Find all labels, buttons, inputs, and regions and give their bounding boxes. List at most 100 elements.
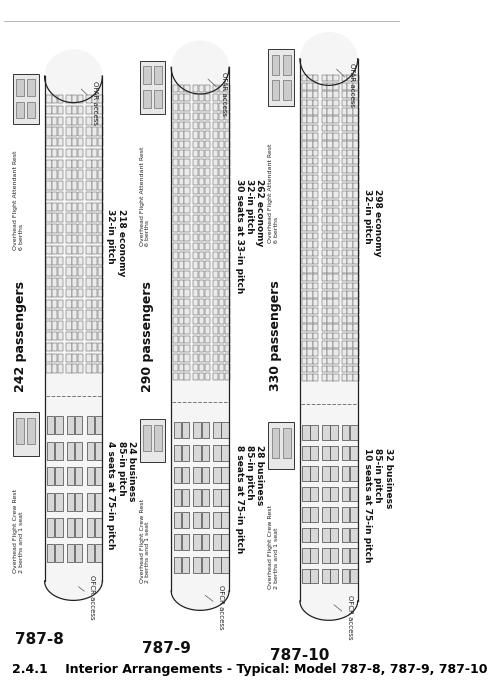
Bar [193, 85, 198, 92]
Bar [78, 289, 83, 298]
Bar [182, 422, 190, 439]
Text: Overhead Flight Attendant Rest
6 berths: Overhead Flight Attendant Rest 6 berths [140, 147, 150, 247]
Text: Overhead Flight Crew Rest
2 berths and 1 seat: Overhead Flight Crew Rest 2 berths and 1… [140, 498, 150, 583]
Bar [322, 425, 330, 440]
Bar [178, 243, 184, 250]
Bar [58, 300, 63, 308]
Bar [302, 225, 307, 231]
Bar [348, 316, 353, 323]
Bar [173, 113, 178, 120]
Bar [199, 131, 204, 138]
Bar [47, 492, 54, 511]
Bar [213, 234, 218, 241]
Bar [52, 203, 58, 211]
Bar [173, 159, 178, 166]
Bar [313, 91, 318, 98]
Bar [308, 83, 312, 90]
Ellipse shape [44, 49, 102, 103]
Text: Overhead Flight Crew Rest
2 berths and 1 seat: Overhead Flight Crew Rest 2 berths and 1… [13, 489, 24, 573]
Bar [333, 341, 338, 347]
Text: 330 passengers: 330 passengers [270, 281, 282, 392]
Bar [199, 354, 204, 362]
Bar [224, 289, 230, 296]
Bar [178, 364, 184, 371]
Bar [16, 418, 24, 445]
Bar [350, 446, 358, 460]
Bar [353, 308, 358, 314]
Bar [213, 196, 218, 204]
Bar [353, 358, 358, 364]
Bar [199, 317, 204, 324]
Bar [313, 233, 318, 239]
Bar [308, 349, 312, 356]
Bar [224, 345, 230, 352]
Bar [78, 203, 83, 211]
Bar [328, 150, 333, 156]
Bar [302, 274, 307, 281]
Bar [98, 300, 103, 308]
Bar [213, 178, 218, 185]
Bar [224, 196, 230, 204]
Bar [178, 345, 184, 352]
Bar [92, 353, 98, 362]
Bar [184, 262, 190, 269]
Bar [55, 441, 62, 460]
Bar [92, 364, 98, 373]
Bar [72, 311, 78, 319]
Bar [193, 196, 198, 204]
Bar [204, 224, 210, 232]
Bar [174, 490, 181, 505]
Bar [219, 336, 224, 343]
Bar [219, 308, 224, 315]
Bar [333, 91, 338, 98]
Bar [86, 364, 92, 373]
Bar [348, 375, 353, 381]
Bar [308, 217, 312, 223]
Bar [98, 321, 103, 330]
Bar [58, 203, 63, 211]
Bar [348, 283, 353, 289]
Bar [199, 280, 204, 287]
Bar [328, 133, 333, 140]
Bar [78, 213, 83, 222]
Bar [86, 268, 92, 276]
Text: OFCR access: OFCR access [334, 595, 352, 639]
Bar [178, 298, 184, 306]
Bar [92, 235, 98, 243]
Bar [348, 233, 353, 239]
Bar [98, 192, 103, 200]
Bar [224, 373, 230, 380]
Bar [184, 122, 190, 129]
Bar [350, 425, 358, 440]
Bar [342, 208, 347, 215]
Bar [173, 280, 178, 287]
Bar [86, 441, 94, 460]
Bar [308, 324, 312, 331]
Bar [348, 366, 353, 373]
Bar [342, 446, 349, 460]
Bar [342, 200, 347, 206]
Bar [310, 487, 318, 501]
Bar [224, 150, 230, 157]
Bar [13, 74, 38, 124]
Text: 298 economy
32-in pitch: 298 economy 32-in pitch [363, 189, 382, 257]
Bar [78, 192, 83, 200]
Bar [204, 326, 210, 334]
Bar [313, 324, 318, 331]
Bar [308, 91, 312, 98]
Bar [98, 138, 103, 146]
Bar [224, 131, 230, 138]
Bar [46, 106, 52, 114]
Bar [302, 183, 307, 189]
Bar [199, 336, 204, 343]
Bar [204, 85, 210, 92]
Bar [58, 149, 63, 157]
Bar [308, 75, 312, 81]
Bar [224, 104, 230, 111]
Bar [333, 300, 338, 306]
Bar [219, 326, 224, 334]
Text: OFAR access: OFAR access [208, 72, 227, 116]
Bar [333, 217, 338, 223]
Bar [308, 358, 312, 364]
Bar [342, 116, 347, 123]
